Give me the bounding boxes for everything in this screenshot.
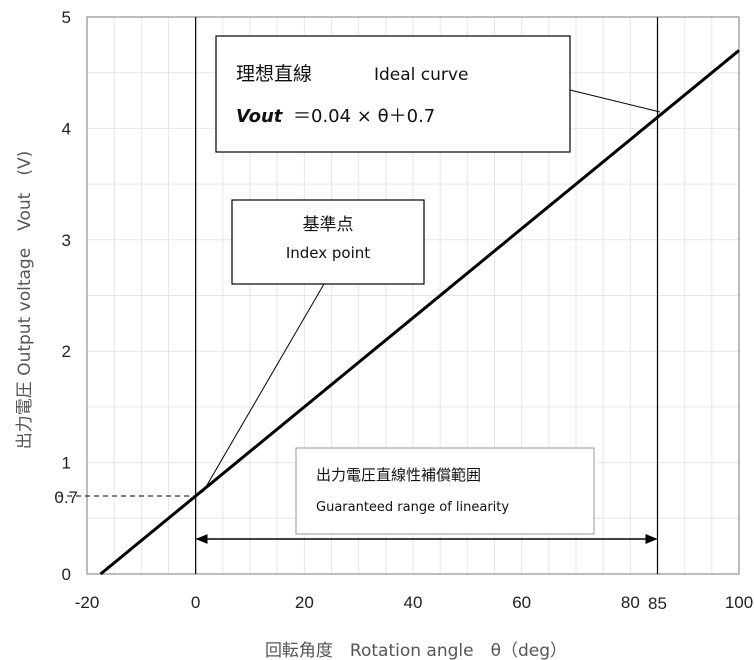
range-label-jp: 出力電圧直線性補償範囲 <box>316 466 481 484</box>
ideal-title-en: Ideal curve <box>374 65 468 85</box>
y-axis-label: 出力電圧 Output voltage Vout (V) <box>15 151 35 449</box>
reference-lines <box>58 17 659 574</box>
y-tick-label: 4 <box>62 119 71 138</box>
formula-text: ＝0.04 × θ＋0.7 <box>293 106 435 127</box>
x-tick-label: 100 <box>725 593 753 612</box>
ideal-title-jp: 理想直線 <box>236 63 312 85</box>
x-tick-label: 80 <box>621 593 640 612</box>
y-tick-label: 1 <box>62 454 71 473</box>
series-line-1 <box>99 49 740 576</box>
x-tick-label: 0 <box>191 593 200 612</box>
y-tick-label: 2 <box>62 342 71 361</box>
y-tick-label: 5 <box>62 8 71 27</box>
linearity-range-annotation: 出力電圧直線性補償範囲 Guaranteed range of linearit… <box>295 447 595 535</box>
y-tick-label-0-7: 0.7 <box>54 488 78 507</box>
index-point-jp: 基準点 <box>303 215 354 235</box>
series-group <box>99 49 740 576</box>
x-axis-label: 回転角度 Rotation angle θ（deg） <box>265 641 567 660</box>
formula-variable: Vout <box>236 106 284 127</box>
range-label-en: Guaranteed range of linearity <box>316 500 509 515</box>
y-tick-label: 3 <box>62 231 71 250</box>
x-tick-label: 20 <box>295 593 314 612</box>
ideal-curve-annotation: 理想直線 Ideal curve Vout ＝0.04 × θ＋0.7 <box>215 35 661 153</box>
x-tick-label: 60 <box>512 593 531 612</box>
index-leader-line <box>202 283 325 493</box>
x-tick-label: 40 <box>404 593 423 612</box>
x-tick-labels: -20 0 20 40 60 80 100 <box>75 593 753 612</box>
x-tick-label: -20 <box>75 593 100 612</box>
ideal-leader-line <box>569 89 661 113</box>
y-tick-labels: 0 1 2 3 4 5 <box>62 8 71 584</box>
index-point-annotation: 基準点 Index point <box>202 199 425 493</box>
index-point-en: Index point <box>286 244 370 262</box>
x-tick-label-85: 85 <box>648 594 667 613</box>
y-tick-label: 0 <box>62 565 71 584</box>
plot-area <box>86 16 740 575</box>
